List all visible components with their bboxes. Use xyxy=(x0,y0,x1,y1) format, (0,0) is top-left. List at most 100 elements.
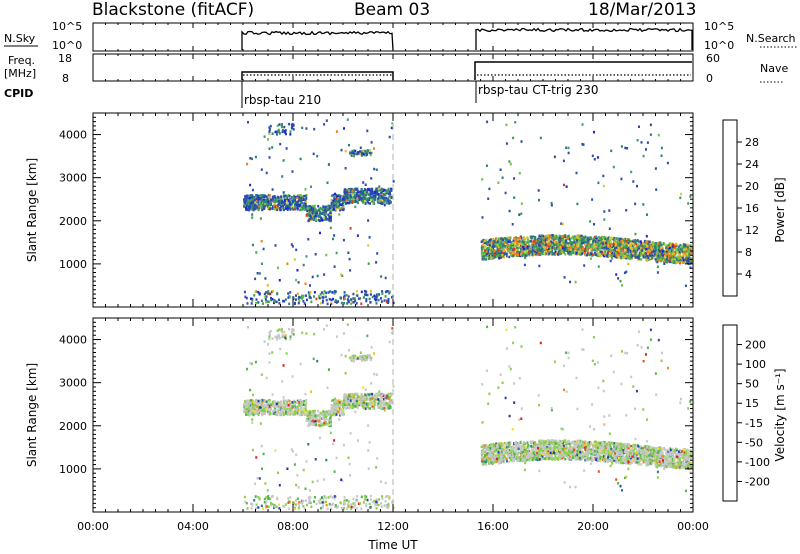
power-cell xyxy=(304,208,307,211)
velocity-cell xyxy=(275,402,278,406)
power-scatter xyxy=(346,118,349,121)
velocity-cell xyxy=(374,396,376,399)
power-cell xyxy=(292,208,295,211)
power-cell xyxy=(679,252,682,255)
power-cell xyxy=(490,256,493,259)
power-cell xyxy=(603,250,606,253)
velocity-cell xyxy=(310,414,313,418)
power-cell xyxy=(507,240,510,243)
power-cell xyxy=(301,297,304,300)
power-scatter xyxy=(316,154,319,158)
power-cell xyxy=(285,203,288,206)
power-cell xyxy=(557,238,560,242)
power-cell xyxy=(357,195,360,199)
power-cell xyxy=(643,249,646,253)
velocity-cell xyxy=(352,400,355,404)
velocity-cell xyxy=(294,411,297,415)
power-cell xyxy=(354,187,357,190)
power-cell xyxy=(648,258,651,261)
power-cell xyxy=(294,298,297,301)
power-cell xyxy=(644,252,647,255)
power-cell xyxy=(284,298,287,301)
power-heatmap-data xyxy=(243,118,693,306)
power-cell xyxy=(683,253,685,256)
power-cell xyxy=(528,240,531,243)
power-cell xyxy=(532,243,535,247)
power-cell xyxy=(662,242,665,246)
power-cell xyxy=(274,202,277,205)
velocity-cell xyxy=(378,406,381,409)
power-scatter xyxy=(251,216,254,219)
power-cell xyxy=(677,248,680,251)
power-cell xyxy=(277,130,279,133)
power-scatter xyxy=(642,154,645,158)
power-cell xyxy=(373,294,376,298)
velocity-cell xyxy=(359,398,362,402)
power-cell xyxy=(374,191,376,194)
power-cell xyxy=(356,201,359,205)
power-cell xyxy=(690,261,693,264)
power-cell xyxy=(591,243,594,246)
power-cell xyxy=(368,151,371,155)
velocity-cell xyxy=(292,413,295,416)
velocity-cell xyxy=(343,405,346,408)
power-cell xyxy=(264,195,267,198)
velocity-cell xyxy=(250,413,253,416)
velocity-cell xyxy=(252,413,255,417)
power-scatter xyxy=(656,260,659,264)
power-cell xyxy=(496,240,499,244)
power-cell xyxy=(619,237,622,241)
velocity-cell xyxy=(365,403,368,406)
power-cell xyxy=(347,194,350,198)
velocity-cell xyxy=(377,398,380,401)
power-cell xyxy=(677,252,680,255)
power-scatter xyxy=(569,280,572,284)
power-scatter xyxy=(349,269,352,272)
power-cell xyxy=(294,206,297,210)
power-cell xyxy=(250,208,253,211)
velocity-cell xyxy=(337,406,340,409)
power-cell xyxy=(384,193,387,196)
power-cell xyxy=(328,219,331,223)
power-cell xyxy=(277,206,280,209)
velocity-cell xyxy=(314,414,317,418)
velocity-cell xyxy=(324,415,327,419)
power-cell xyxy=(318,213,321,216)
velocity-cell xyxy=(272,400,274,404)
velocity-cell xyxy=(329,411,332,414)
velocity-cell xyxy=(363,399,366,402)
power-cell xyxy=(520,251,523,255)
power-cell xyxy=(515,252,518,256)
power-cell xyxy=(244,195,246,198)
power-cell xyxy=(571,245,574,248)
power-cell xyxy=(305,204,308,208)
power-cell xyxy=(642,246,645,249)
power-cell xyxy=(519,254,522,258)
power-cell xyxy=(378,293,381,296)
power-scatter xyxy=(285,147,288,150)
power-scatter xyxy=(368,236,371,239)
power-cell xyxy=(296,206,299,209)
power-cell xyxy=(659,247,662,250)
power-cell xyxy=(602,254,605,258)
power-cell xyxy=(687,257,690,260)
velocity-cell xyxy=(345,403,348,407)
power-cell xyxy=(484,249,486,252)
power-cell xyxy=(634,242,637,245)
velocity-cell xyxy=(259,402,262,405)
power-cell xyxy=(385,196,388,200)
power-cell xyxy=(605,254,608,258)
power-scatter xyxy=(254,277,257,281)
power-scatter xyxy=(356,234,359,237)
power-cell xyxy=(590,250,593,253)
power-scatter xyxy=(634,232,637,236)
power-cell xyxy=(636,246,639,249)
power-cell xyxy=(551,234,554,237)
power-cell xyxy=(365,193,368,196)
power-cell xyxy=(585,253,588,257)
power-scatter xyxy=(603,210,606,213)
power-cell xyxy=(298,299,301,302)
power-cell xyxy=(370,151,373,155)
power-scatter xyxy=(642,203,645,206)
power-scatter xyxy=(593,223,595,226)
